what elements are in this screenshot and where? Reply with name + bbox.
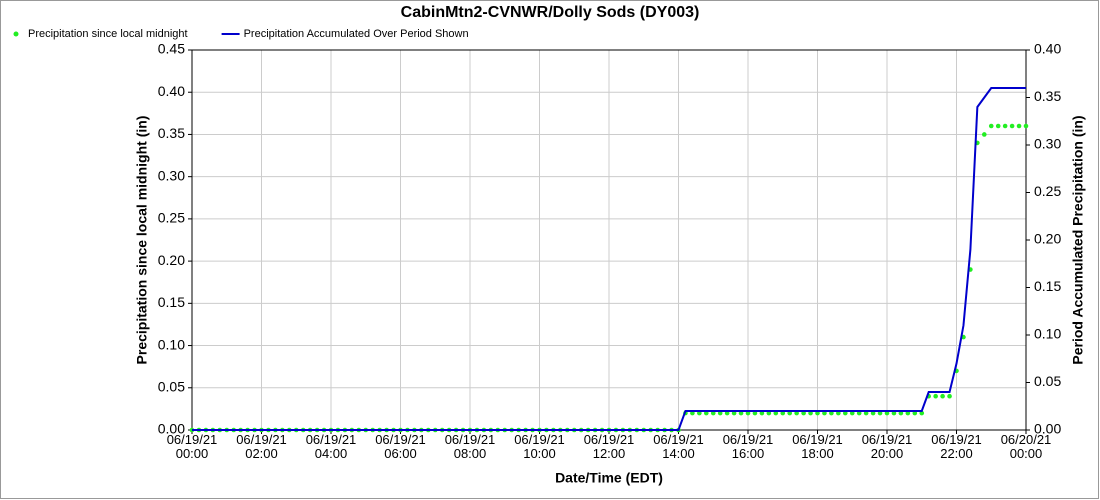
legend-label: Precipitation since local midnight — [28, 28, 188, 40]
x-tick-label: 06/19/21 02:00 — [236, 432, 287, 461]
x-tick-label: 06/19/21 18:00 — [792, 432, 843, 461]
y-tick-label: 0.15 — [158, 294, 185, 310]
x-tick-label: 06/19/21 20:00 — [861, 432, 913, 461]
legend-label: Precipitation Accumulated Over Period Sh… — [244, 28, 469, 40]
y-axis-label: Precipitation since local midnight (in) — [134, 116, 150, 365]
data-point — [1016, 123, 1022, 129]
y2-tick-label: 0.00 — [1034, 421, 1061, 437]
y2-tick-label: 0.15 — [1034, 278, 1061, 294]
y-tick-label: 0.20 — [158, 252, 185, 268]
y-tick-label: 0.35 — [158, 125, 185, 141]
y2-tick-label: 0.05 — [1034, 373, 1061, 389]
x-tick-label: 06/19/21 06:00 — [375, 432, 426, 461]
data-point — [947, 393, 952, 399]
y-tick-label: 0.45 — [158, 41, 185, 57]
x-tick-label: 06/19/21 00:00 — [166, 432, 218, 461]
x-tick-label: 06/19/21 08:00 — [444, 432, 496, 461]
x-tick-label: 06/19/21 16:00 — [722, 432, 774, 461]
y-tick-label: 0.05 — [158, 378, 185, 394]
x-tick-label: 06/19/21 22:00 — [931, 432, 982, 461]
y-tick-label: 0.00 — [158, 421, 185, 437]
y-tick-label: 0.30 — [158, 167, 185, 183]
data-point — [995, 123, 1001, 129]
data-point — [933, 393, 938, 399]
y2-tick-label: 0.30 — [1034, 136, 1061, 152]
y-tick-label: 0.25 — [158, 210, 185, 226]
chart-title: CabinMtn2-CVNWR/Dolly Sods (DY003) — [401, 4, 700, 21]
y2-tick-label: 0.10 — [1034, 326, 1061, 342]
x-axis-label: Date/Time (EDT) — [555, 470, 663, 486]
y-tick-label: 0.10 — [158, 336, 185, 352]
legend-marker — [13, 31, 19, 37]
x-tick-label: 06/19/21 10:00 — [514, 432, 565, 461]
data-point — [1009, 123, 1015, 129]
y2-axis-label: Period Accumulated Precipitation (in) — [1070, 115, 1086, 364]
data-line — [192, 87, 1026, 431]
y2-tick-label: 0.20 — [1034, 231, 1061, 247]
x-tick-label: 06/19/21 14:00 — [653, 432, 704, 461]
y2-tick-label: 0.35 — [1034, 88, 1061, 104]
y2-tick-label: 0.25 — [1034, 183, 1061, 199]
x-tick-label: 06/19/21 04:00 — [305, 432, 357, 461]
y-tick-label: 0.40 — [158, 83, 185, 99]
data-point — [940, 393, 945, 399]
x-tick-label: 06/19/21 12:00 — [583, 432, 635, 461]
data-point — [982, 132, 987, 137]
data-point — [988, 123, 994, 129]
data-point — [1023, 123, 1029, 129]
x-tick-label: 06/20/21 00:00 — [1000, 432, 1052, 461]
y2-tick-label: 0.40 — [1034, 41, 1061, 57]
data-point — [1002, 123, 1008, 129]
